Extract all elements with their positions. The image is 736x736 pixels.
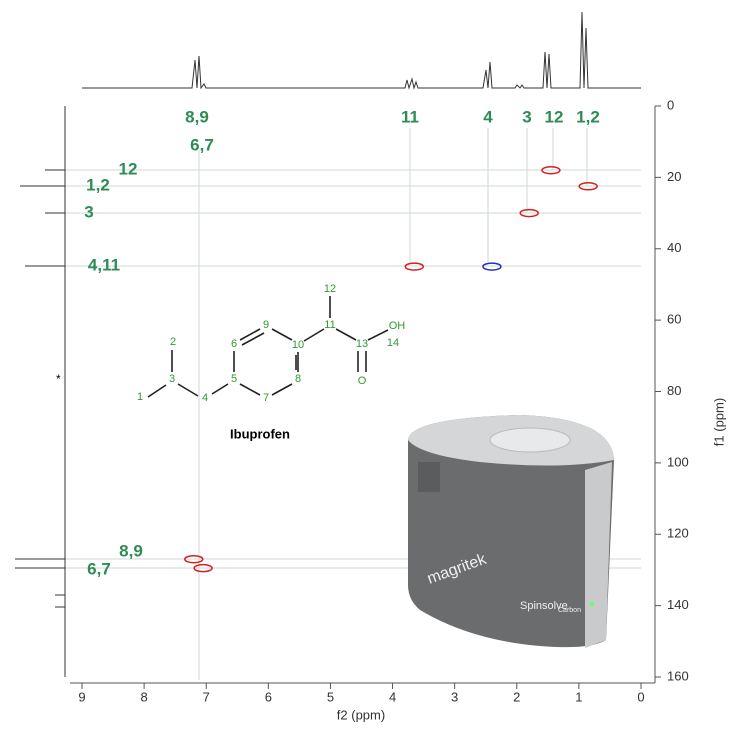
device: magritek Spinsolve Carbon (408, 415, 614, 648)
y-tick-label: 100 (667, 454, 689, 469)
peak-label: 4 (483, 107, 493, 126)
cross-peak (482, 262, 502, 271)
x-tick-label: 2 (513, 689, 520, 704)
atom-label: 4 (202, 392, 208, 404)
cross-peak (541, 165, 561, 175)
atom-label: O (358, 375, 367, 387)
peak-labels: 8,9 6,7 11 4 3 12 1,2 12 1,2 3 4,11 8,9 … (84, 107, 600, 578)
peak-label: 11 (401, 107, 419, 126)
device-model: Spinsolve (520, 600, 568, 612)
y-tick-label: 160 (667, 668, 689, 683)
atom-label: 7 (263, 392, 269, 404)
x-tick-label: 4 (389, 689, 396, 704)
y-tick-label: 80 (667, 383, 681, 398)
molecule-name: Ibuprofen (230, 426, 290, 441)
y-axis-label: f1 (ppm) (711, 398, 726, 446)
device-variant: Carbon (558, 607, 581, 614)
atom-label: 1 (137, 391, 143, 403)
peak-label: 8,9 (185, 107, 209, 126)
y-tick-label: 60 (667, 312, 681, 327)
peak-label: 4,11 (88, 255, 120, 274)
peak-label: 6,7 (87, 559, 111, 578)
peak-label: 1,2 (576, 107, 600, 126)
x-tick-label: 3 (451, 689, 458, 704)
cross-peak (519, 208, 539, 218)
x-axis-label: f2 (ppm) (337, 707, 385, 722)
atom-label: 6 (231, 338, 237, 350)
x-tick-label: 8 (140, 689, 147, 704)
peak-label: 1,2 (86, 175, 110, 194)
peak-label: 6,7 (190, 135, 214, 154)
y-tick-label: 120 (667, 526, 689, 541)
star: * (56, 372, 61, 386)
carbon-spectrum (15, 106, 66, 677)
atom-label: 9 (263, 319, 269, 331)
y-tick-label: 40 (667, 240, 681, 255)
y-tick-label: 140 (667, 597, 689, 612)
atom-label: 2 (170, 336, 176, 348)
atom-label: 13 (356, 338, 368, 350)
x-tick-label: 6 (265, 689, 272, 704)
atom-label: 3 (169, 373, 175, 385)
atom-label: 12 (324, 283, 336, 295)
cross-peak (193, 563, 213, 573)
atom-label: 8 (295, 373, 301, 385)
atom-label: 11 (324, 319, 335, 331)
x-tick-label: 5 (327, 689, 334, 704)
atom-label: OH (389, 320, 406, 332)
y-tick-label: 20 (667, 169, 681, 184)
cross-peak (184, 554, 204, 564)
x-tick-label: 0 (637, 689, 644, 704)
peak-label: 3 (522, 107, 531, 126)
cross-peak (404, 262, 425, 271)
y-tick-label: 0 (667, 97, 674, 112)
peak-label: 12 (119, 159, 138, 178)
proton-spectrum (82, 11, 641, 90)
molecule: 1 2 3 4 5 6 7 8 9 10 11 12 13 14 OH O Ib… (137, 283, 405, 442)
atom-label: 5 (231, 373, 237, 385)
peak-label: 8,9 (119, 541, 143, 560)
x-tick-label: 1 (575, 689, 582, 704)
x-tick-label: 7 (203, 689, 210, 704)
peak-label: 12 (545, 107, 564, 126)
cross-peak (578, 182, 598, 191)
atom-label: 14 (387, 337, 399, 349)
x-tick-label: 9 (78, 689, 85, 704)
atom-label: 10 (292, 339, 304, 351)
peak-label: 3 (84, 202, 93, 221)
